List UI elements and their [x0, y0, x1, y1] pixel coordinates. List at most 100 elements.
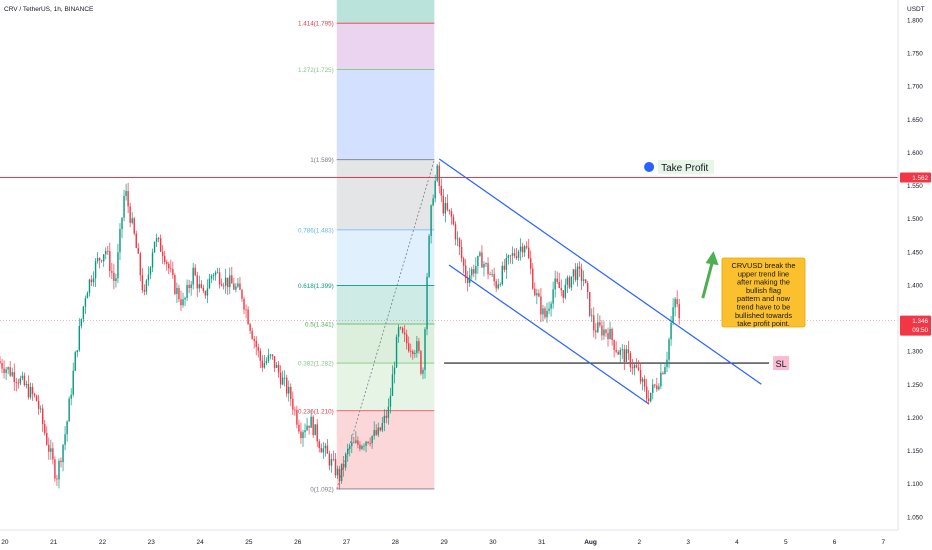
- analysis-note-box[interactable]: [721, 257, 806, 328]
- candle-body: [401, 327, 404, 333]
- candle-body: [7, 367, 9, 370]
- candle-body: [86, 292, 89, 299]
- time-tick-label: 21: [50, 539, 58, 546]
- candle-body: [298, 424, 300, 432]
- candle-body: [62, 444, 64, 463]
- take-profit-dot[interactable]: [644, 161, 655, 172]
- candle-body: [519, 246, 522, 252]
- candle-body: [212, 275, 215, 277]
- candle-body: [184, 297, 186, 300]
- candle-body: [64, 434, 66, 445]
- candle-body: [347, 448, 349, 455]
- fib-level-label: 0.5(1.341): [305, 321, 334, 328]
- candle-body: [139, 253, 142, 276]
- candle-body: [666, 359, 668, 368]
- candle-body: [678, 304, 680, 319]
- candle-body: [78, 325, 81, 351]
- candle-body: [271, 354, 274, 357]
- candle-body: [157, 237, 160, 239]
- candle-body: [296, 409, 298, 425]
- candle-body: [593, 315, 595, 331]
- candle-body: [318, 441, 320, 448]
- candle-body: [257, 347, 259, 351]
- candle-body: [90, 279, 93, 283]
- candle-body: [564, 284, 567, 298]
- analysis-note-text: CRVUSD break the upper trend line after ma…: [732, 261, 796, 328]
- candle-body: [495, 281, 497, 289]
- candle-body: [35, 395, 38, 402]
- candle-body: [9, 367, 11, 376]
- candle-body: [639, 369, 642, 382]
- time-axis[interactable]: 20 21 22 23 24 25 26 27 28 29 30 31 Aug 2 3 4 5 6 7: [1, 539, 885, 546]
- candle-body: [105, 250, 107, 255]
- candle-body: [100, 260, 103, 262]
- candle-body: [578, 266, 581, 269]
- candle-body: [314, 424, 316, 436]
- candle-body: [249, 324, 251, 331]
- price-tick-label: 1.300: [907, 349, 923, 356]
- countdown-text: 09:50: [912, 327, 928, 334]
- candle-body: [210, 275, 213, 279]
- candle-body: [102, 254, 105, 262]
- price-tick-label: 1.050: [907, 514, 923, 521]
- bullish-arrow-icon: [701, 260, 714, 299]
- candle-body: [68, 398, 70, 422]
- candle-body: [393, 367, 396, 375]
- candle-body: [462, 258, 465, 266]
- price-tick-label: 1.150: [907, 448, 923, 455]
- candle-body: [133, 218, 135, 234]
- candle-body: [292, 398, 294, 410]
- candle-body: [235, 286, 237, 290]
- candle-body: [324, 445, 327, 449]
- candle-body: [550, 303, 552, 309]
- candle-body: [21, 375, 24, 379]
- candle-body: [546, 310, 548, 318]
- candle-body: [389, 395, 392, 407]
- fib-zone-layer: [336, 0, 435, 490]
- price-tick-label: 1.100: [907, 481, 923, 488]
- candle-body: [584, 279, 587, 284]
- candle-body: [599, 322, 601, 326]
- candle-body: [458, 238, 461, 248]
- candle-body: [525, 246, 528, 248]
- candle-body: [469, 275, 471, 283]
- candle-body: [149, 267, 152, 275]
- candle-body: [286, 377, 288, 394]
- time-tick-label: 2: [638, 539, 642, 546]
- candle-body: [222, 285, 225, 287]
- candle-body: [227, 277, 229, 288]
- candle-body: [428, 235, 430, 277]
- candle-body: [607, 332, 609, 340]
- price-tick-label: 1.600: [907, 150, 923, 157]
- channel-upper-line[interactable]: [438, 158, 762, 385]
- candle-body: [147, 274, 150, 281]
- candle-body: [479, 252, 481, 256]
- candle-body: [399, 327, 402, 329]
- price-axis[interactable]: 1.800 1.750 1.700 1.650 1.600 1.550 1.500 1.450…: [900, 17, 931, 521]
- candle-body: [597, 322, 599, 333]
- candle-body: [656, 385, 658, 390]
- candle-body: [434, 180, 436, 199]
- candle-body: [277, 364, 280, 373]
- candle-body: [27, 383, 30, 398]
- candle-body: [23, 375, 26, 386]
- candle-body: [536, 293, 538, 296]
- candle-body: [432, 198, 434, 206]
- candle-body: [674, 299, 676, 308]
- candle-body: [558, 281, 560, 289]
- stop-loss-box: [773, 356, 790, 371]
- candle-body: [76, 350, 78, 353]
- fib-level-label: 0.236(1.210): [298, 408, 334, 415]
- candle-body: [491, 274, 493, 275]
- candle-body: [109, 251, 111, 272]
- channel-lower-line[interactable]: [448, 264, 650, 405]
- candle-body: [125, 191, 127, 196]
- candle-body: [643, 378, 646, 387]
- candle-body: [204, 290, 207, 296]
- candle-body: [426, 276, 428, 330]
- candle-body: [155, 237, 158, 242]
- candle-body: [637, 367, 640, 370]
- candle-body: [98, 258, 101, 261]
- price-tick-label: 1.650: [907, 117, 923, 124]
